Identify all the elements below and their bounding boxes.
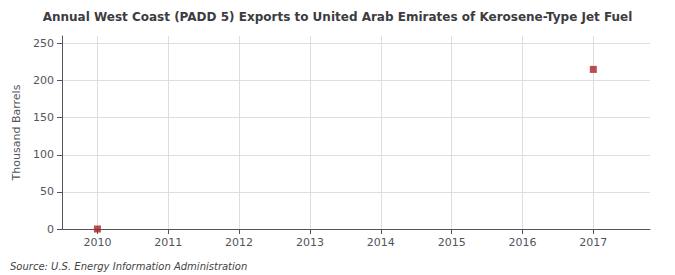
svg-text:2017: 2017 <box>579 236 607 249</box>
svg-text:2016: 2016 <box>508 236 536 249</box>
svg-text:Annual West Coast (PADD 5) Exp: Annual West Coast (PADD 5) Exports to Un… <box>43 10 633 24</box>
svg-text:100: 100 <box>33 148 54 161</box>
svg-text:Source: U.S. Energy Informatio: Source: U.S. Energy Information Administ… <box>10 261 247 272</box>
svg-text:2010: 2010 <box>83 236 111 249</box>
svg-text:Thousand Barrels: Thousand Barrels <box>10 84 23 181</box>
svg-text:2014: 2014 <box>367 236 395 249</box>
svg-text:2015: 2015 <box>438 236 466 249</box>
svg-text:0: 0 <box>47 223 54 236</box>
svg-text:2012: 2012 <box>225 236 253 249</box>
svg-text:2013: 2013 <box>296 236 324 249</box>
svg-text:200: 200 <box>33 74 54 87</box>
svg-text:2011: 2011 <box>154 236 182 249</box>
svg-text:150: 150 <box>33 111 54 124</box>
svg-text:50: 50 <box>40 185 54 198</box>
svg-text:250: 250 <box>33 37 54 50</box>
